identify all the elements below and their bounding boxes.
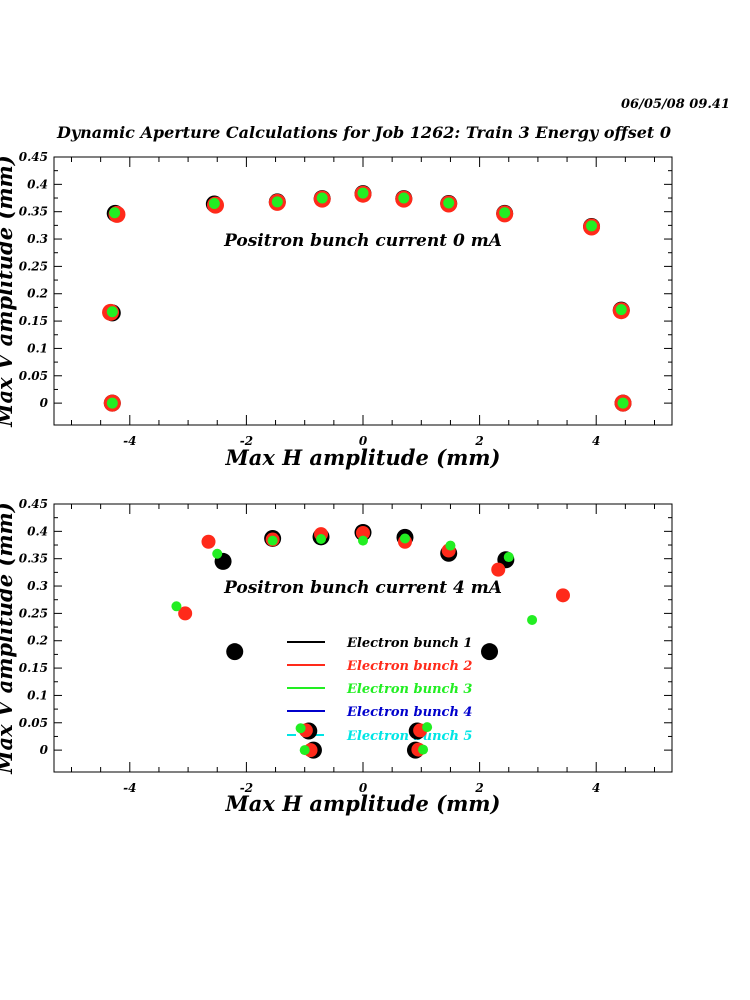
data-point-series-3 [208, 197, 220, 209]
y-tick-label: 0.35 [19, 205, 48, 219]
page-title: Dynamic Aperture Calculations for Job 12… [56, 123, 671, 142]
y-tick-label: 0 [40, 396, 49, 410]
x-tick-label: 0 [359, 781, 368, 795]
data-point-series-3 [443, 197, 455, 209]
data-point-series-3 [212, 548, 223, 559]
x-tick-label: 2 [474, 434, 483, 448]
data-point-series-3 [422, 722, 433, 733]
data-point-series-1 [226, 643, 244, 661]
data-point-series-3 [499, 207, 511, 219]
y-tick-label: 0.05 [19, 716, 48, 730]
data-point-series-2 [491, 562, 506, 577]
data-point-series-3 [617, 397, 629, 409]
data-point-series-3 [171, 601, 182, 612]
data-point-series-3 [399, 533, 410, 544]
x-tick-label: -2 [240, 434, 253, 448]
plot-bottom-points [171, 523, 570, 759]
legend-label-bunch-5: Electron bunch 5 [346, 729, 472, 744]
data-point-series-3 [586, 220, 598, 232]
data-point-series-3 [299, 745, 310, 756]
plot-top-y-ticks: 0 0.05 0.1 0.15 0.2 0.25 0.3 0.35 0.4 0.45 [19, 150, 672, 410]
data-point-series-3 [267, 535, 278, 546]
data-point-series-2 [201, 534, 216, 549]
plot-top-points [102, 185, 632, 412]
y-tick-label: 0 [40, 743, 49, 757]
legend-label-bunch-3: Electron bunch 3 [346, 682, 472, 697]
legend-label-bunch-2: Electron bunch 2 [346, 659, 472, 674]
data-point-series-2 [178, 606, 193, 621]
data-point-series-3 [445, 540, 456, 551]
y-tick-label: 0.2 [27, 287, 48, 301]
data-point-series-3 [418, 744, 429, 755]
y-tick-label: 0.1 [27, 688, 48, 702]
x-tick-label: -4 [123, 434, 136, 448]
plot-bottom-x-ticks: -4 -2 0 2 4 [70, 504, 656, 795]
y-tick-label: 0.25 [19, 606, 48, 620]
plot-top-annotation: Positron bunch current 0 mA [223, 231, 502, 251]
y-tick-label: 0.4 [27, 524, 48, 538]
data-point-series-3 [357, 187, 369, 199]
plot-top-xlabel: Max H amplitude (mm) [225, 445, 501, 470]
data-point-series-3 [109, 207, 121, 219]
y-tick-label: 0.35 [19, 552, 48, 566]
x-tick-label: 2 [474, 781, 483, 795]
data-point-series-3 [106, 306, 118, 318]
plot-bottom-xlabel: Max H amplitude (mm) [225, 791, 501, 816]
plot-bottom-y-ticks: 0 0.05 0.1 0.15 0.2 0.25 0.3 0.35 0.4 0.45 [19, 497, 672, 757]
plot-bottom: 0 0.05 0.1 0.15 0.2 0.25 0.3 0.35 0.4 0.45 -4 -2 0 2… [0, 497, 673, 816]
data-point-series-3 [316, 534, 327, 545]
x-tick-label: 0 [359, 434, 368, 448]
data-point-series-2 [555, 588, 570, 603]
x-tick-label: 4 [592, 781, 600, 795]
data-point-series-3 [527, 614, 538, 625]
data-point-series-3 [358, 535, 368, 546]
data-point-series-2 [356, 525, 370, 540]
plot-top: 0 0.05 0.1 0.15 0.2 0.25 0.3 0.35 0.4 0.45 -4 -2 0 2… [0, 150, 673, 470]
data-point-series-3 [106, 397, 118, 409]
plot-bottom-annotation: Positron bunch current 4 mA [223, 578, 502, 598]
y-tick-label: 0.45 [19, 150, 48, 164]
y-tick-label: 0.15 [19, 661, 48, 675]
data-point-series-3 [503, 552, 514, 563]
date-time-stamp: 06/05/08 09.41 [621, 97, 730, 112]
plot-top-x-ticks: -4 -2 0 2 4 [70, 157, 656, 448]
y-tick-label: 0.2 [27, 634, 48, 648]
y-tick-label: 0.05 [19, 369, 48, 383]
legend-label-bunch-4: Electron bunch 4 [346, 705, 472, 720]
data-point-series-3 [271, 196, 283, 208]
y-tick-label: 0.3 [27, 579, 48, 593]
plot-bottom-legend: Electron bunch 1 Electron bunch 2 Electr… [287, 636, 472, 744]
x-tick-label: 4 [592, 434, 600, 448]
x-tick-label: -2 [240, 781, 253, 795]
data-point-series-1 [481, 643, 499, 661]
plot-bottom-ylabel: Max V amplitude (mm) [0, 502, 17, 774]
y-tick-label: 0.45 [19, 497, 48, 511]
plot-top-ylabel: Max V amplitude (mm) [0, 155, 17, 427]
data-point-series-3 [316, 192, 328, 204]
x-tick-label: -4 [123, 781, 136, 795]
data-point-series-3 [398, 192, 410, 204]
data-point-series-3 [615, 304, 627, 316]
data-point-series-3 [295, 723, 306, 734]
y-tick-label: 0.25 [19, 259, 48, 273]
y-tick-label: 0.1 [27, 341, 48, 355]
y-tick-label: 0.3 [27, 232, 48, 246]
legend-label-bunch-1: Electron bunch 1 [346, 636, 472, 651]
y-tick-label: 0.15 [19, 314, 48, 328]
y-tick-label: 0.4 [27, 177, 48, 191]
